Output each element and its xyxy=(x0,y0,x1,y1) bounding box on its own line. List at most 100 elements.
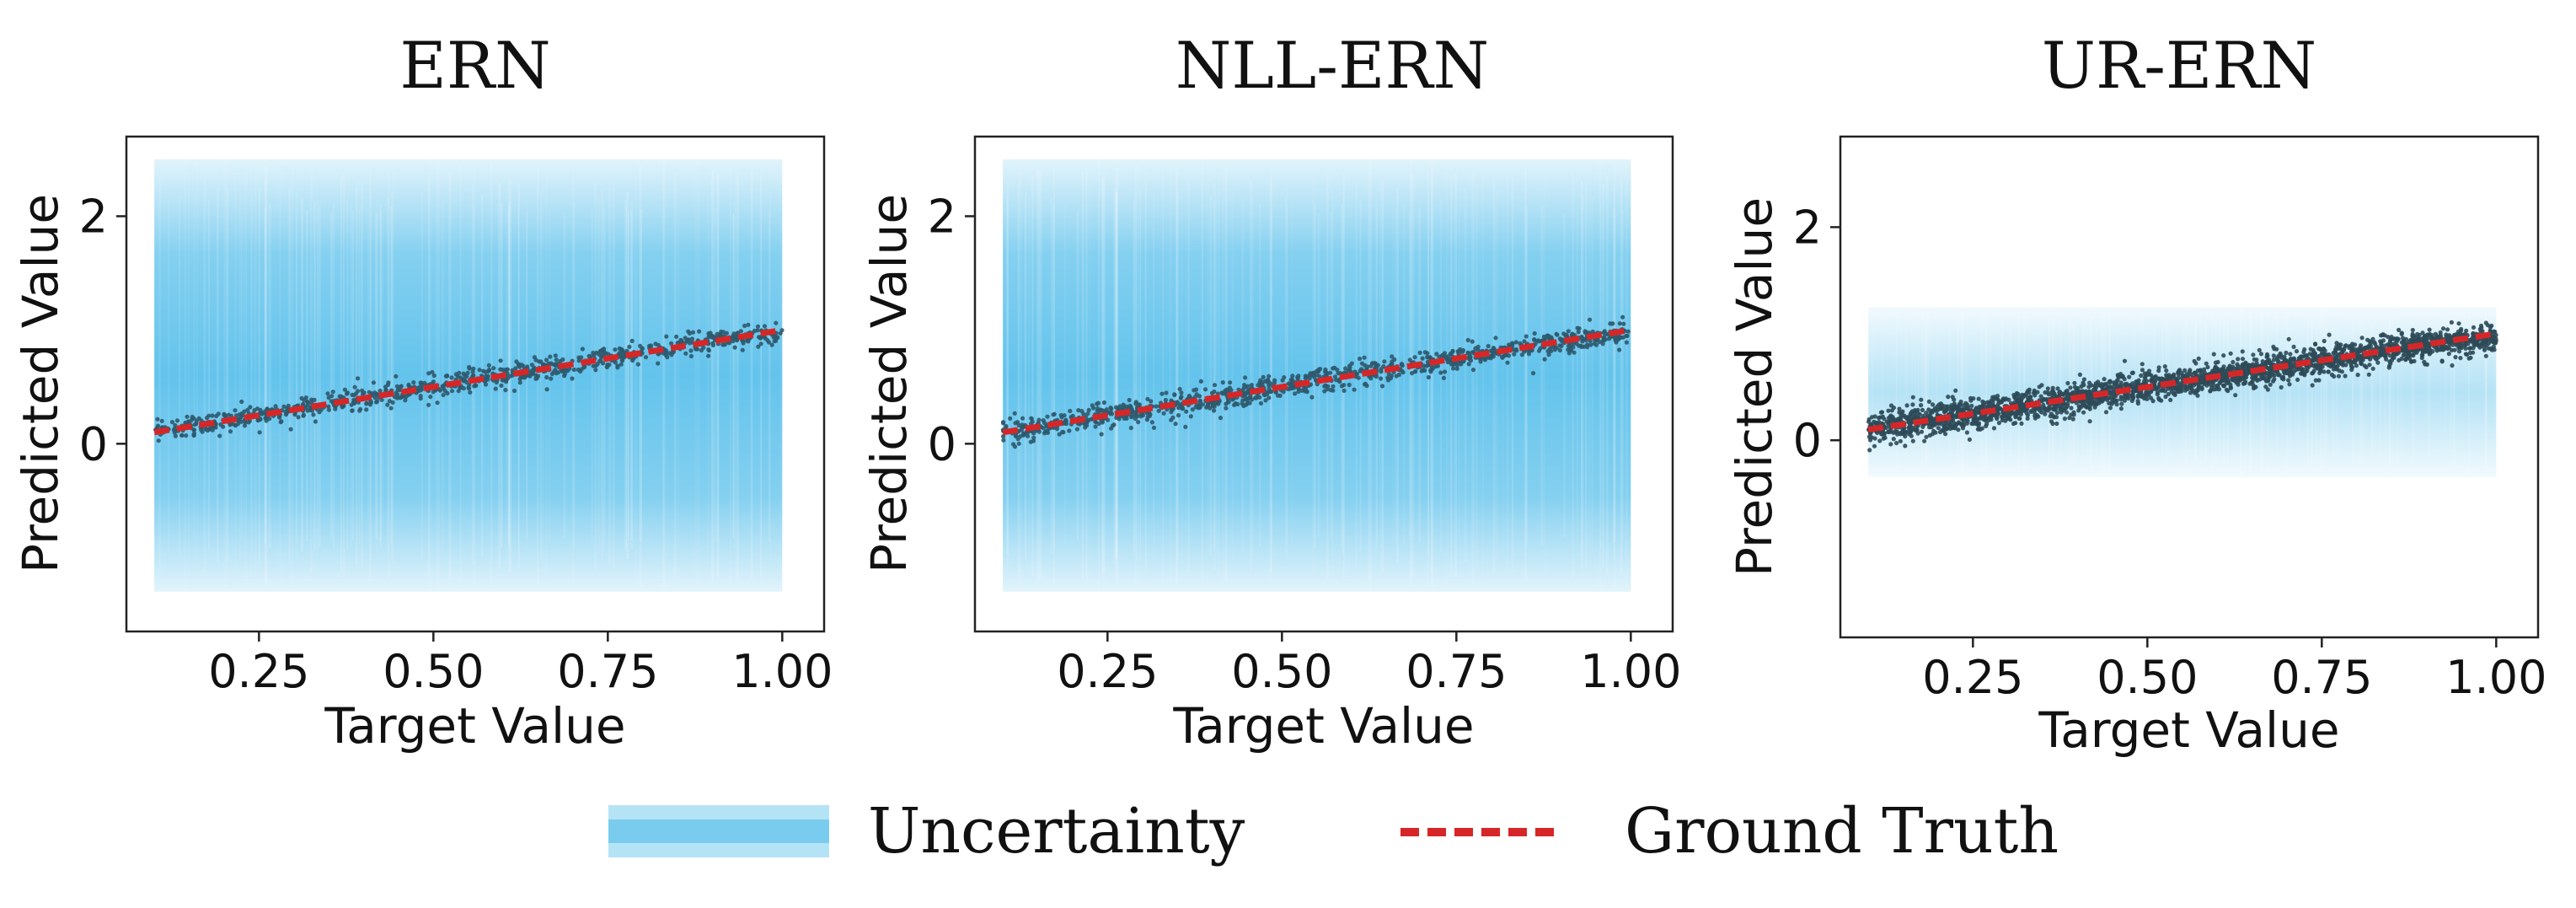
data-point xyxy=(1363,381,1368,386)
data-point xyxy=(1013,421,1018,426)
data-point xyxy=(1129,406,1134,411)
data-point xyxy=(688,348,694,353)
data-point xyxy=(1937,429,1943,435)
data-point xyxy=(184,433,189,438)
data-point xyxy=(1625,329,1631,334)
data-point xyxy=(2197,384,2202,390)
data-point xyxy=(2019,421,2024,426)
data-point xyxy=(2182,368,2188,373)
data-point xyxy=(1190,407,1195,412)
data-point xyxy=(2062,416,2067,422)
data-point xyxy=(191,416,196,421)
data-point xyxy=(2153,374,2158,379)
data-point xyxy=(756,335,762,340)
data-point xyxy=(1149,420,1154,425)
data-point xyxy=(461,371,466,376)
data-point xyxy=(653,341,658,347)
data-point xyxy=(445,390,450,396)
data-point xyxy=(1600,341,1605,347)
data-point xyxy=(2199,386,2204,391)
data-point xyxy=(1594,338,1599,343)
data-point xyxy=(571,367,576,373)
data-point xyxy=(1216,401,1221,406)
data-point xyxy=(1368,376,1374,381)
data-point xyxy=(2310,383,2315,388)
data-point xyxy=(2445,338,2451,343)
data-point xyxy=(2235,362,2240,367)
data-point xyxy=(2417,332,2422,337)
data-point xyxy=(771,335,776,340)
data-point xyxy=(1117,416,1122,422)
data-point xyxy=(2162,364,2167,369)
data-point xyxy=(1045,414,1050,419)
data-point xyxy=(1867,448,1872,453)
data-point xyxy=(493,386,498,391)
data-point xyxy=(2397,327,2402,332)
data-point xyxy=(2362,363,2367,368)
data-point xyxy=(2028,409,2033,414)
data-point xyxy=(2367,363,2372,368)
data-point xyxy=(1163,397,1168,403)
data-point xyxy=(1265,378,1270,383)
data-point xyxy=(1382,359,1387,364)
data-point xyxy=(1532,330,1537,336)
data-point xyxy=(544,374,549,380)
data-point xyxy=(2463,342,2468,347)
data-point xyxy=(2048,419,2054,424)
data-point xyxy=(1910,402,1915,407)
data-point xyxy=(449,389,455,394)
data-point xyxy=(228,422,233,427)
data-point xyxy=(394,390,399,395)
data-point xyxy=(1293,391,1298,396)
data-point xyxy=(2423,347,2429,352)
data-point xyxy=(1342,388,1347,393)
data-point xyxy=(1906,432,1912,437)
data-point xyxy=(1995,401,2000,407)
data-point xyxy=(2452,347,2457,352)
data-point xyxy=(2469,336,2474,341)
data-point xyxy=(1272,380,1277,385)
data-point xyxy=(383,387,388,393)
data-point xyxy=(1086,407,1091,412)
data-point xyxy=(1893,429,1898,434)
data-point xyxy=(1063,417,1068,422)
data-point xyxy=(1095,400,1101,406)
data-point xyxy=(1008,416,1013,421)
data-point xyxy=(690,330,696,335)
data-point xyxy=(2003,418,2008,423)
data-point xyxy=(174,418,180,423)
data-point xyxy=(1309,395,1315,400)
data-point xyxy=(1379,367,1384,372)
data-point xyxy=(2140,362,2145,367)
data-point xyxy=(2294,349,2300,354)
data-point xyxy=(1426,374,1431,380)
data-point xyxy=(210,413,215,418)
data-point xyxy=(684,338,689,343)
data-point xyxy=(2122,358,2128,363)
data-point xyxy=(2175,385,2180,390)
data-point xyxy=(541,362,547,367)
data-point xyxy=(1537,339,1542,344)
data-point xyxy=(2212,387,2217,392)
data-point xyxy=(732,345,737,350)
data-point xyxy=(1161,411,1166,416)
data-point xyxy=(774,320,779,325)
data-point xyxy=(615,365,620,370)
data-point xyxy=(228,429,233,434)
data-point xyxy=(1399,362,1405,367)
data-point xyxy=(1904,403,1909,408)
data-point xyxy=(1136,420,1141,425)
data-point xyxy=(1242,383,1247,388)
data-point xyxy=(2389,336,2394,342)
data-point xyxy=(2032,410,2037,415)
data-point xyxy=(1995,394,2000,399)
data-point xyxy=(2287,367,2292,372)
data-point xyxy=(2316,347,2322,352)
data-point xyxy=(1117,404,1122,409)
data-point xyxy=(518,374,523,380)
data-point xyxy=(483,369,488,374)
data-point xyxy=(1962,419,1967,424)
data-point xyxy=(2438,330,2443,335)
data-point xyxy=(281,404,287,409)
data-point xyxy=(491,366,496,371)
